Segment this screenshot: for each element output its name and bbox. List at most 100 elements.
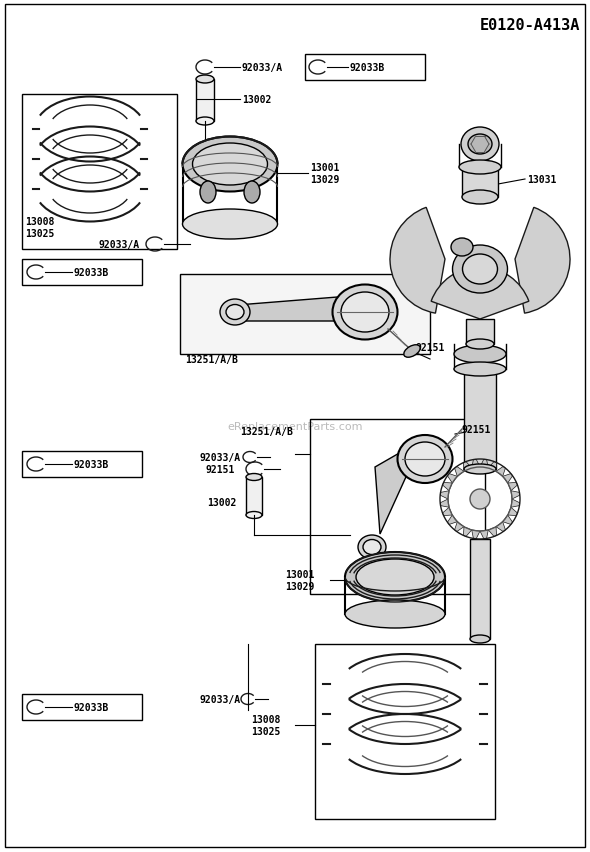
Bar (22, 260, 142, 285)
Text: 13002: 13002 (208, 498, 237, 508)
Wedge shape (431, 268, 529, 320)
Text: 92151: 92151 (462, 424, 491, 435)
Polygon shape (503, 515, 513, 525)
Ellipse shape (345, 601, 445, 628)
Polygon shape (447, 515, 457, 525)
Ellipse shape (468, 135, 492, 155)
Ellipse shape (405, 442, 445, 476)
Ellipse shape (454, 363, 506, 377)
Text: 13251/A/B: 13251/A/B (240, 427, 293, 436)
Ellipse shape (196, 76, 214, 83)
Polygon shape (480, 459, 489, 469)
Polygon shape (447, 474, 457, 483)
Ellipse shape (454, 346, 506, 364)
Text: 13002: 13002 (242, 95, 271, 105)
Text: 13025: 13025 (25, 228, 54, 239)
Ellipse shape (462, 191, 498, 204)
Text: 13008: 13008 (25, 216, 54, 227)
Polygon shape (463, 462, 472, 472)
Ellipse shape (358, 535, 386, 560)
Text: 92151: 92151 (415, 343, 444, 353)
Ellipse shape (182, 210, 277, 239)
Bar (22, 694, 142, 720)
Ellipse shape (461, 128, 499, 162)
Polygon shape (508, 483, 517, 491)
Polygon shape (442, 483, 453, 491)
Text: 13025: 13025 (251, 726, 280, 736)
Ellipse shape (192, 144, 267, 186)
Polygon shape (440, 491, 449, 499)
Text: 92033B: 92033B (74, 702, 109, 712)
Text: 13251/A/B: 13251/A/B (185, 354, 238, 365)
Polygon shape (511, 491, 520, 499)
Polygon shape (454, 522, 464, 532)
Polygon shape (496, 522, 506, 532)
Text: 92033/A: 92033/A (200, 694, 241, 704)
Ellipse shape (341, 292, 389, 332)
Polygon shape (180, 274, 430, 354)
Polygon shape (454, 467, 464, 477)
Ellipse shape (200, 181, 216, 204)
Bar (22, 95, 177, 250)
Polygon shape (237, 296, 350, 321)
Polygon shape (463, 527, 472, 537)
Ellipse shape (345, 552, 445, 602)
Polygon shape (472, 459, 480, 469)
Bar (310, 419, 485, 595)
Ellipse shape (470, 636, 490, 643)
Text: 13029: 13029 (310, 175, 339, 185)
Ellipse shape (182, 137, 277, 193)
Text: eReplacementParts.com: eReplacementParts.com (227, 421, 363, 431)
Polygon shape (489, 462, 497, 472)
Text: 13031: 13031 (527, 175, 556, 185)
Ellipse shape (196, 118, 214, 126)
Text: 92151: 92151 (205, 464, 234, 475)
Ellipse shape (244, 181, 260, 204)
Wedge shape (515, 208, 570, 314)
Ellipse shape (246, 474, 262, 481)
Text: 13001: 13001 (310, 163, 339, 173)
Polygon shape (472, 530, 480, 539)
Polygon shape (508, 508, 517, 516)
Text: 92033/A: 92033/A (99, 239, 140, 250)
Polygon shape (375, 445, 415, 534)
Ellipse shape (363, 540, 381, 555)
Bar (470, 539, 490, 639)
Bar (22, 452, 142, 477)
Text: 92033B: 92033B (74, 268, 109, 278)
Bar (466, 320, 494, 344)
Polygon shape (489, 527, 497, 537)
Bar (196, 80, 214, 122)
Bar (315, 644, 495, 819)
Ellipse shape (226, 305, 244, 320)
Ellipse shape (356, 560, 434, 596)
Ellipse shape (220, 300, 250, 325)
Text: 92033/A: 92033/A (200, 452, 241, 463)
Circle shape (470, 489, 490, 509)
Ellipse shape (398, 435, 453, 483)
Bar (246, 477, 262, 515)
Text: 13029: 13029 (286, 581, 315, 591)
Bar (305, 55, 425, 81)
Polygon shape (503, 474, 513, 483)
Bar (462, 168, 498, 198)
Text: E0120-A413A: E0120-A413A (480, 18, 580, 33)
Ellipse shape (451, 239, 473, 256)
Text: 13008: 13008 (251, 714, 280, 724)
Text: 92033B: 92033B (350, 63, 385, 73)
Ellipse shape (404, 345, 420, 358)
Polygon shape (442, 508, 453, 516)
Polygon shape (511, 499, 520, 508)
Ellipse shape (464, 464, 496, 475)
Polygon shape (480, 530, 489, 539)
Polygon shape (440, 499, 449, 508)
Bar (464, 370, 496, 469)
Ellipse shape (333, 285, 398, 340)
Ellipse shape (459, 161, 501, 175)
Ellipse shape (463, 255, 497, 285)
Polygon shape (496, 467, 506, 477)
Text: 13001: 13001 (286, 569, 315, 579)
Ellipse shape (466, 340, 494, 349)
Ellipse shape (453, 245, 507, 294)
Text: 92033/A: 92033/A (242, 63, 283, 73)
